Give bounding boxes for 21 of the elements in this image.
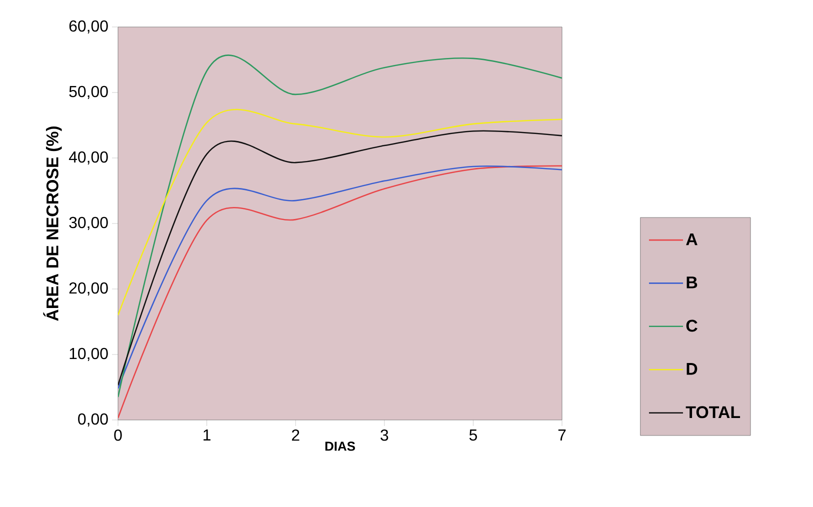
y-tick-label: 10,00 bbox=[70, 348, 108, 362]
x-tick-label: 7 bbox=[558, 430, 566, 440]
y-tick-label: 20,00 bbox=[69, 282, 108, 296]
x-axis-title: DIAS bbox=[325, 442, 355, 451]
legend-label: TOTAL bbox=[686, 406, 740, 418]
y-axis-title: ÁREA DE NECROSE (%) bbox=[43, 126, 62, 321]
legend-label: C bbox=[686, 320, 698, 332]
x-tick-label: 2 bbox=[292, 430, 300, 441]
y-tick-label: 50,00 bbox=[69, 86, 108, 100]
x-tick-label: 0 bbox=[114, 430, 122, 441]
y-tick-label: 40,00 bbox=[68, 151, 108, 165]
x-tick-label: 3 bbox=[380, 430, 388, 441]
x-tick-label: 5 bbox=[469, 430, 477, 441]
legend-label: B bbox=[686, 276, 698, 288]
y-tick-label: 30,00 bbox=[69, 216, 108, 230]
y-tick-label: 60,00 bbox=[69, 20, 108, 34]
line-series bbox=[118, 130, 562, 386]
legend-label: A bbox=[686, 233, 698, 246]
legend-label: D bbox=[686, 363, 698, 375]
y-tick-label: 0,00 bbox=[78, 413, 108, 427]
x-tick-label: 1 bbox=[204, 430, 210, 440]
